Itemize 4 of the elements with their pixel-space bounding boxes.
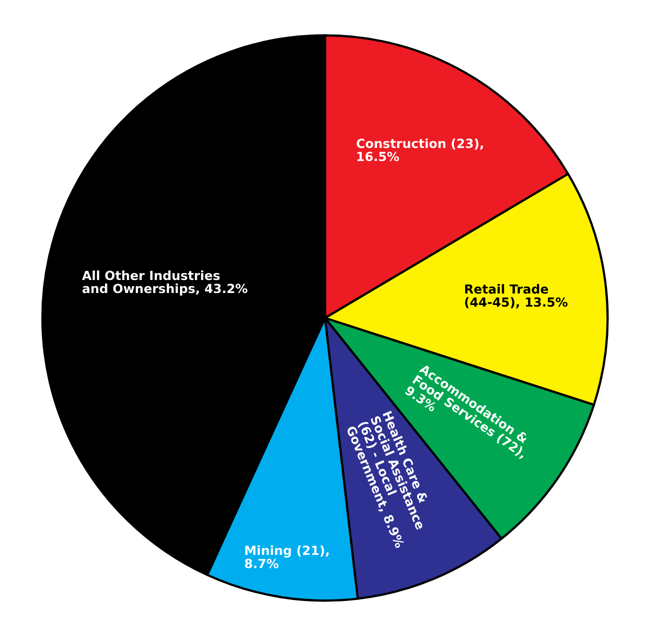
- slice-label: All Other Industries and Ownerships, 43.2%: [82, 270, 248, 296]
- slice-label: Construction (23), 16.5%: [356, 138, 483, 162]
- slice-label: Mining (21), 8.7%: [244, 545, 329, 568]
- slice-label: Retail Trade (44-45), 13.5%: [465, 284, 568, 308]
